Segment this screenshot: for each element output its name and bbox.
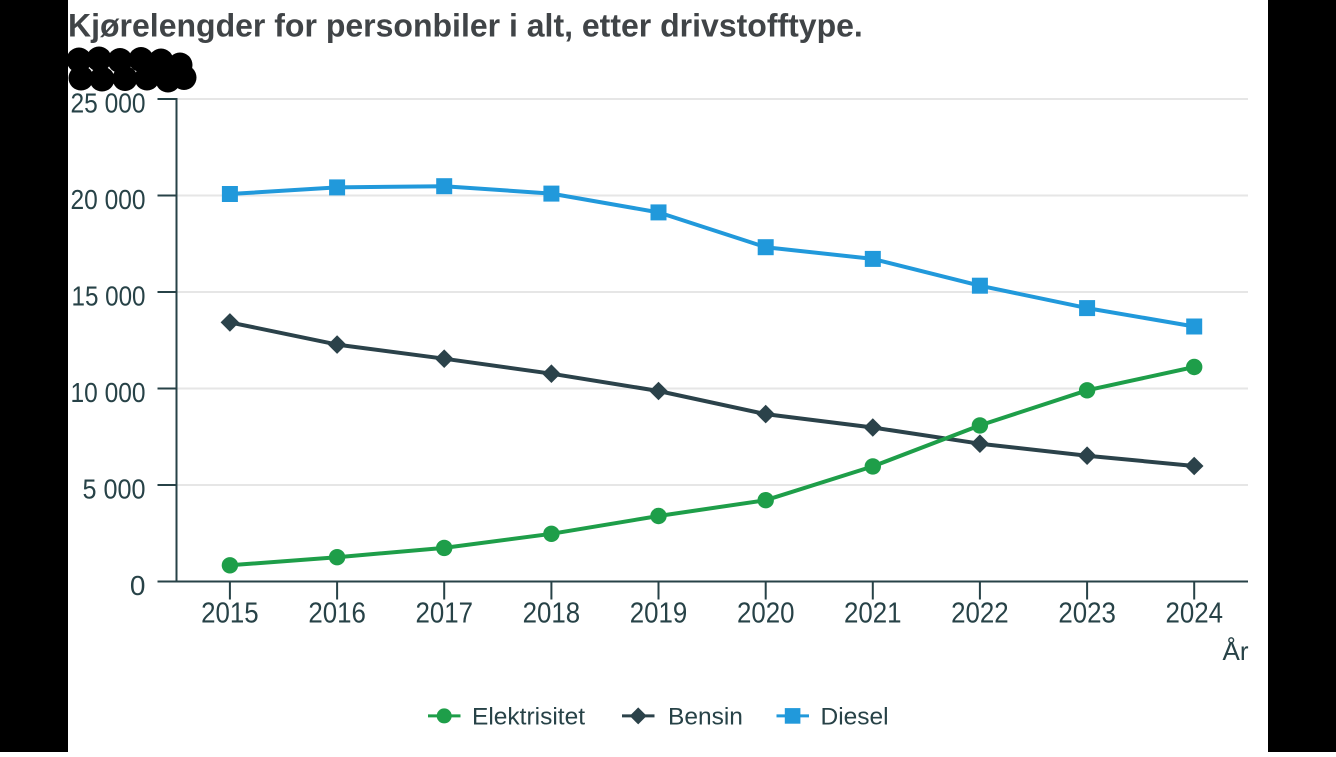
svg-text:Diesel: Diesel <box>821 703 889 730</box>
svg-text:5 000: 5 000 <box>83 474 146 505</box>
svg-text:Elektrisitet: Elektrisitet <box>472 703 585 730</box>
svg-text:15 000: 15 000 <box>72 281 146 312</box>
svg-text:10 000: 10 000 <box>71 377 146 408</box>
svg-text:2015: 2015 <box>201 598 259 630</box>
svg-text:2024: 2024 <box>1165 598 1223 630</box>
svg-text:2023: 2023 <box>1058 598 1116 630</box>
svg-text:2018: 2018 <box>523 598 581 630</box>
svg-text:År: År <box>1223 636 1249 666</box>
svg-text:Kjørelengder for personbiler i: Kjørelengder for personbiler i alt, ette… <box>68 8 863 44</box>
svg-text:20 000: 20 000 <box>71 184 146 215</box>
svg-text:2019: 2019 <box>630 598 688 630</box>
svg-text:2021: 2021 <box>844 598 902 630</box>
svg-text:2017: 2017 <box>415 598 473 630</box>
svg-text:25 000: 25 000 <box>71 88 146 119</box>
svg-text:0: 0 <box>130 570 146 601</box>
svg-text:2022: 2022 <box>951 598 1009 630</box>
svg-text:Bensin: Bensin <box>668 703 743 730</box>
svg-text:2016: 2016 <box>308 598 366 630</box>
svg-text:2020: 2020 <box>737 598 795 630</box>
